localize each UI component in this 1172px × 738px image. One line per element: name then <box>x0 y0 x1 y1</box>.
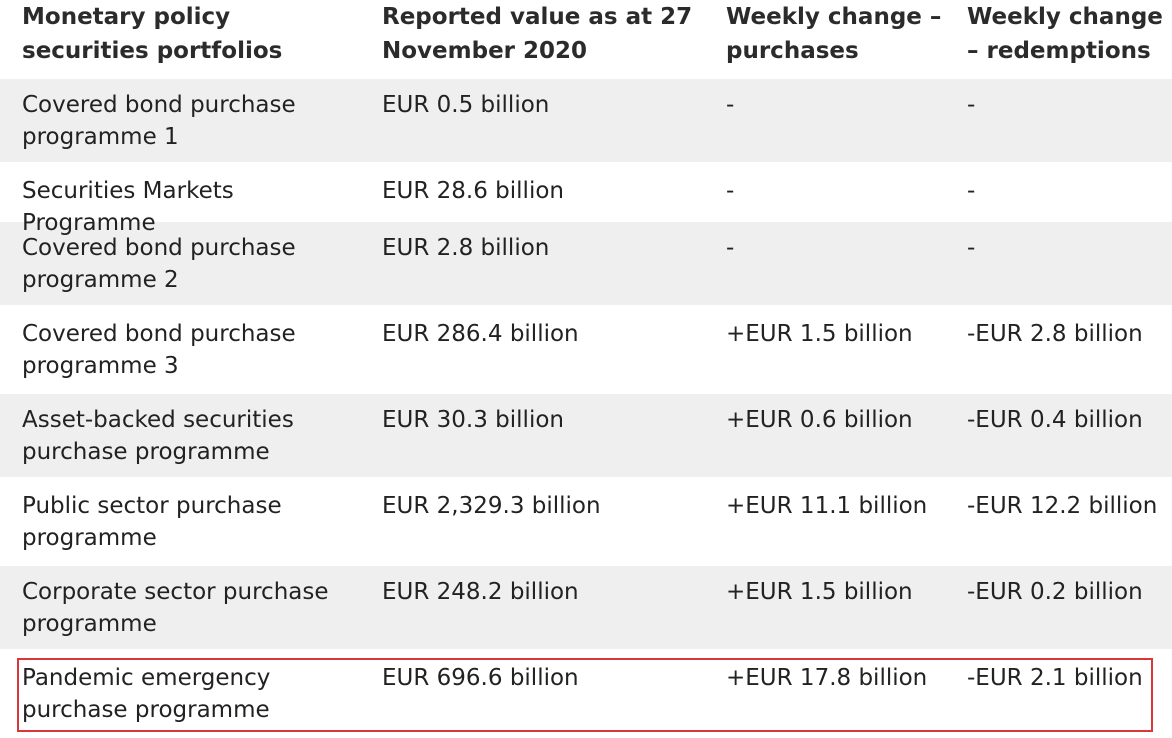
table-row: Covered bond purchase programme 3 EUR 28… <box>0 308 1172 394</box>
portfolio-cell: Pandemic emergency purchase programme <box>22 665 271 723</box>
header-reported-value: Reported value as at 27 November 2020 <box>382 4 693 64</box>
portfolio-cell: Public sector purchase programme <box>22 493 282 551</box>
value-cell: EUR 28.6 billion <box>382 178 564 204</box>
value-cell: EUR 2.8 billion <box>382 235 550 261</box>
redemptions-cell: -EUR 0.4 billion <box>967 407 1143 433</box>
table-row: Public sector purchase programme EUR 2,3… <box>0 480 1172 566</box>
table-row: Securities Markets Programme EUR 28.6 bi… <box>0 165 1172 236</box>
header-weekly-redemptions: Weekly change – redemptions <box>967 4 1163 64</box>
portfolio-cell: Securities Markets Programme <box>22 178 234 236</box>
redemptions-cell: -EUR 12.2 billion <box>967 493 1158 519</box>
portfolio-cell: Covered bond purchase programme 2 <box>22 235 296 293</box>
purchases-cell: - <box>726 235 735 261</box>
value-cell: EUR 696.6 billion <box>382 665 579 691</box>
header-weekly-purchases: Weekly change – purchases <box>726 4 942 64</box>
redemptions-cell: -EUR 0.2 billion <box>967 579 1143 605</box>
portfolio-cell: Asset-backed securities purchase program… <box>22 407 294 465</box>
value-cell: EUR 30.3 billion <box>382 407 564 433</box>
table-row: Asset-backed securities purchase program… <box>0 394 1172 480</box>
header-portfolios: Monetary policy securities portfolios <box>22 4 283 64</box>
redemptions-cell: - <box>967 92 976 118</box>
redemptions-cell: - <box>967 178 976 204</box>
purchases-cell: - <box>726 178 735 204</box>
purchases-cell: +EUR 11.1 billion <box>726 493 928 519</box>
table-row: Corporate sector purchase programme EUR … <box>0 566 1172 652</box>
portfolio-cell: Covered bond purchase programme 3 <box>22 321 296 379</box>
purchases-cell: +EUR 1.5 billion <box>726 321 913 347</box>
purchases-cell: +EUR 1.5 billion <box>726 579 913 605</box>
table-row: Covered bond purchase programme 2 EUR 2.… <box>0 222 1172 308</box>
table-row: Covered bond purchase programme 1 EUR 0.… <box>0 79 1172 165</box>
table-row-highlighted: Pandemic emergency purchase programme EU… <box>0 652 1172 738</box>
table-header-row: Monetary policy securities portfolios Re… <box>0 0 1172 79</box>
redemptions-cell: - <box>967 235 976 261</box>
purchases-cell: +EUR 17.8 billion <box>726 665 928 691</box>
purchases-cell: +EUR 0.6 billion <box>726 407 913 433</box>
value-cell: EUR 248.2 billion <box>382 579 579 605</box>
purchases-cell: - <box>726 92 735 118</box>
portfolio-cell: Corporate sector purchase programme <box>22 579 329 637</box>
redemptions-cell: -EUR 2.1 billion <box>967 665 1143 691</box>
value-cell: EUR 286.4 billion <box>382 321 579 347</box>
portfolio-cell: Covered bond purchase programme 1 <box>22 92 296 150</box>
value-cell: EUR 2,329.3 billion <box>382 493 601 519</box>
value-cell: EUR 0.5 billion <box>382 92 550 118</box>
redemptions-cell: -EUR 2.8 billion <box>967 321 1143 347</box>
